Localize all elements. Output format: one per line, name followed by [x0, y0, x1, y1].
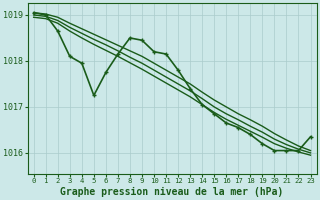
X-axis label: Graphe pression niveau de la mer (hPa): Graphe pression niveau de la mer (hPa)	[60, 186, 284, 197]
